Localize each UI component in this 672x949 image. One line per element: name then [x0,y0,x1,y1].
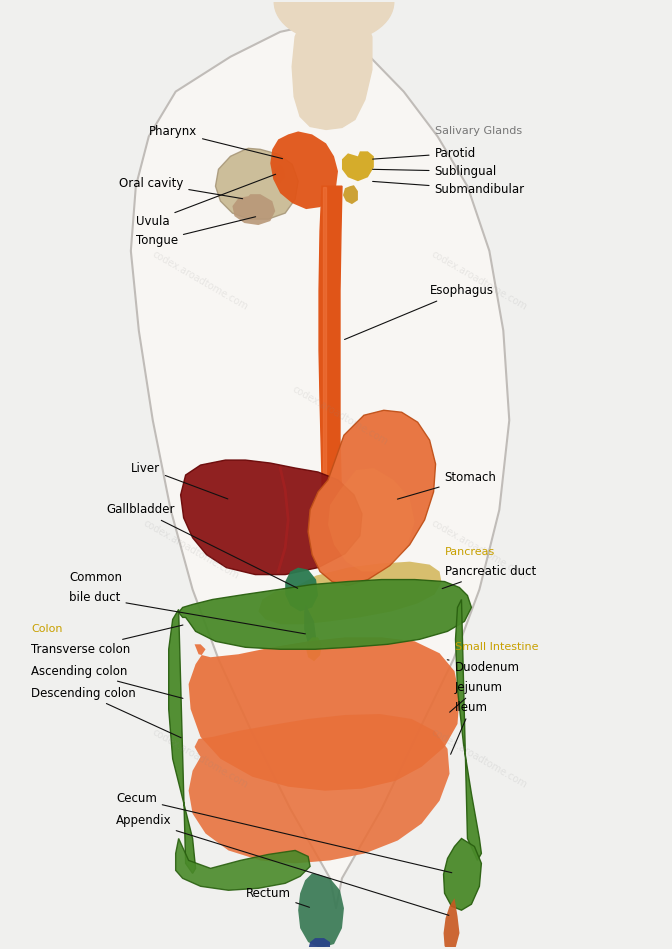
Text: Ileum: Ileum [451,700,487,754]
Polygon shape [189,638,460,791]
Text: Oral cavity: Oral cavity [119,177,243,198]
Polygon shape [169,609,196,873]
Text: Descending colon: Descending colon [32,686,181,737]
Polygon shape [272,164,285,183]
Text: Liver: Liver [131,461,228,499]
Polygon shape [175,839,310,890]
Polygon shape [444,899,460,949]
Polygon shape [342,151,374,181]
Text: codex.aroadtome.com: codex.aroadtome.com [290,383,390,447]
Polygon shape [216,148,298,219]
Polygon shape [189,714,450,864]
Polygon shape [258,562,442,624]
Polygon shape [328,468,415,571]
Text: Stomach: Stomach [397,472,497,499]
Text: Cecum: Cecum [116,792,452,873]
Polygon shape [319,186,342,490]
Polygon shape [233,195,276,225]
Text: Ascending colon: Ascending colon [32,664,183,698]
Text: Anus: Anus [0,948,1,949]
Text: codex.aroadtome.com: codex.aroadtome.com [141,518,240,581]
Polygon shape [323,187,326,489]
Text: Transverse colon: Transverse colon [32,625,183,656]
Text: Sublingual: Sublingual [373,165,497,177]
Text: Uvula: Uvula [136,175,276,228]
Polygon shape [298,873,344,948]
Polygon shape [285,568,318,611]
Polygon shape [181,460,362,574]
Polygon shape [308,938,330,949]
Text: codex.aroadtome.com: codex.aroadtome.com [151,727,250,791]
Text: Submandibular: Submandibular [373,181,525,195]
Text: Colon: Colon [32,624,62,634]
Text: bile duct: bile duct [69,591,305,634]
Text: Common: Common [69,571,122,584]
Text: Tongue: Tongue [136,216,255,248]
Text: Appendix: Appendix [116,814,449,916]
Text: Salivary Glands: Salivary Glands [435,126,521,137]
Text: Duodenum: Duodenum [448,660,519,674]
Polygon shape [131,20,509,908]
Text: Pharynx: Pharynx [149,125,282,158]
Text: codex.aroadtome.com: codex.aroadtome.com [430,727,529,791]
Polygon shape [292,9,372,129]
Text: Esophagus: Esophagus [345,285,494,340]
Polygon shape [179,580,472,649]
Polygon shape [304,605,316,647]
Text: codex.aroadtome.com: codex.aroadtome.com [430,518,529,581]
Polygon shape [343,185,358,204]
Text: Gallbladder: Gallbladder [106,503,298,588]
Text: codex.aroadtome.com: codex.aroadtome.com [151,250,250,312]
Polygon shape [306,638,322,661]
Polygon shape [308,410,435,586]
Text: Jejunum: Jejunum [450,680,503,712]
Polygon shape [456,600,481,861]
Text: Pancreas: Pancreas [445,547,495,557]
Text: codex.aroadtome.com: codex.aroadtome.com [430,250,529,312]
Polygon shape [444,839,481,910]
Text: Parotid: Parotid [373,147,476,159]
Ellipse shape [274,0,394,42]
Text: Small Intestine: Small Intestine [454,642,538,652]
Text: Rectum: Rectum [245,886,310,907]
Text: Pancreatic duct: Pancreatic duct [442,565,536,588]
Polygon shape [270,131,338,209]
